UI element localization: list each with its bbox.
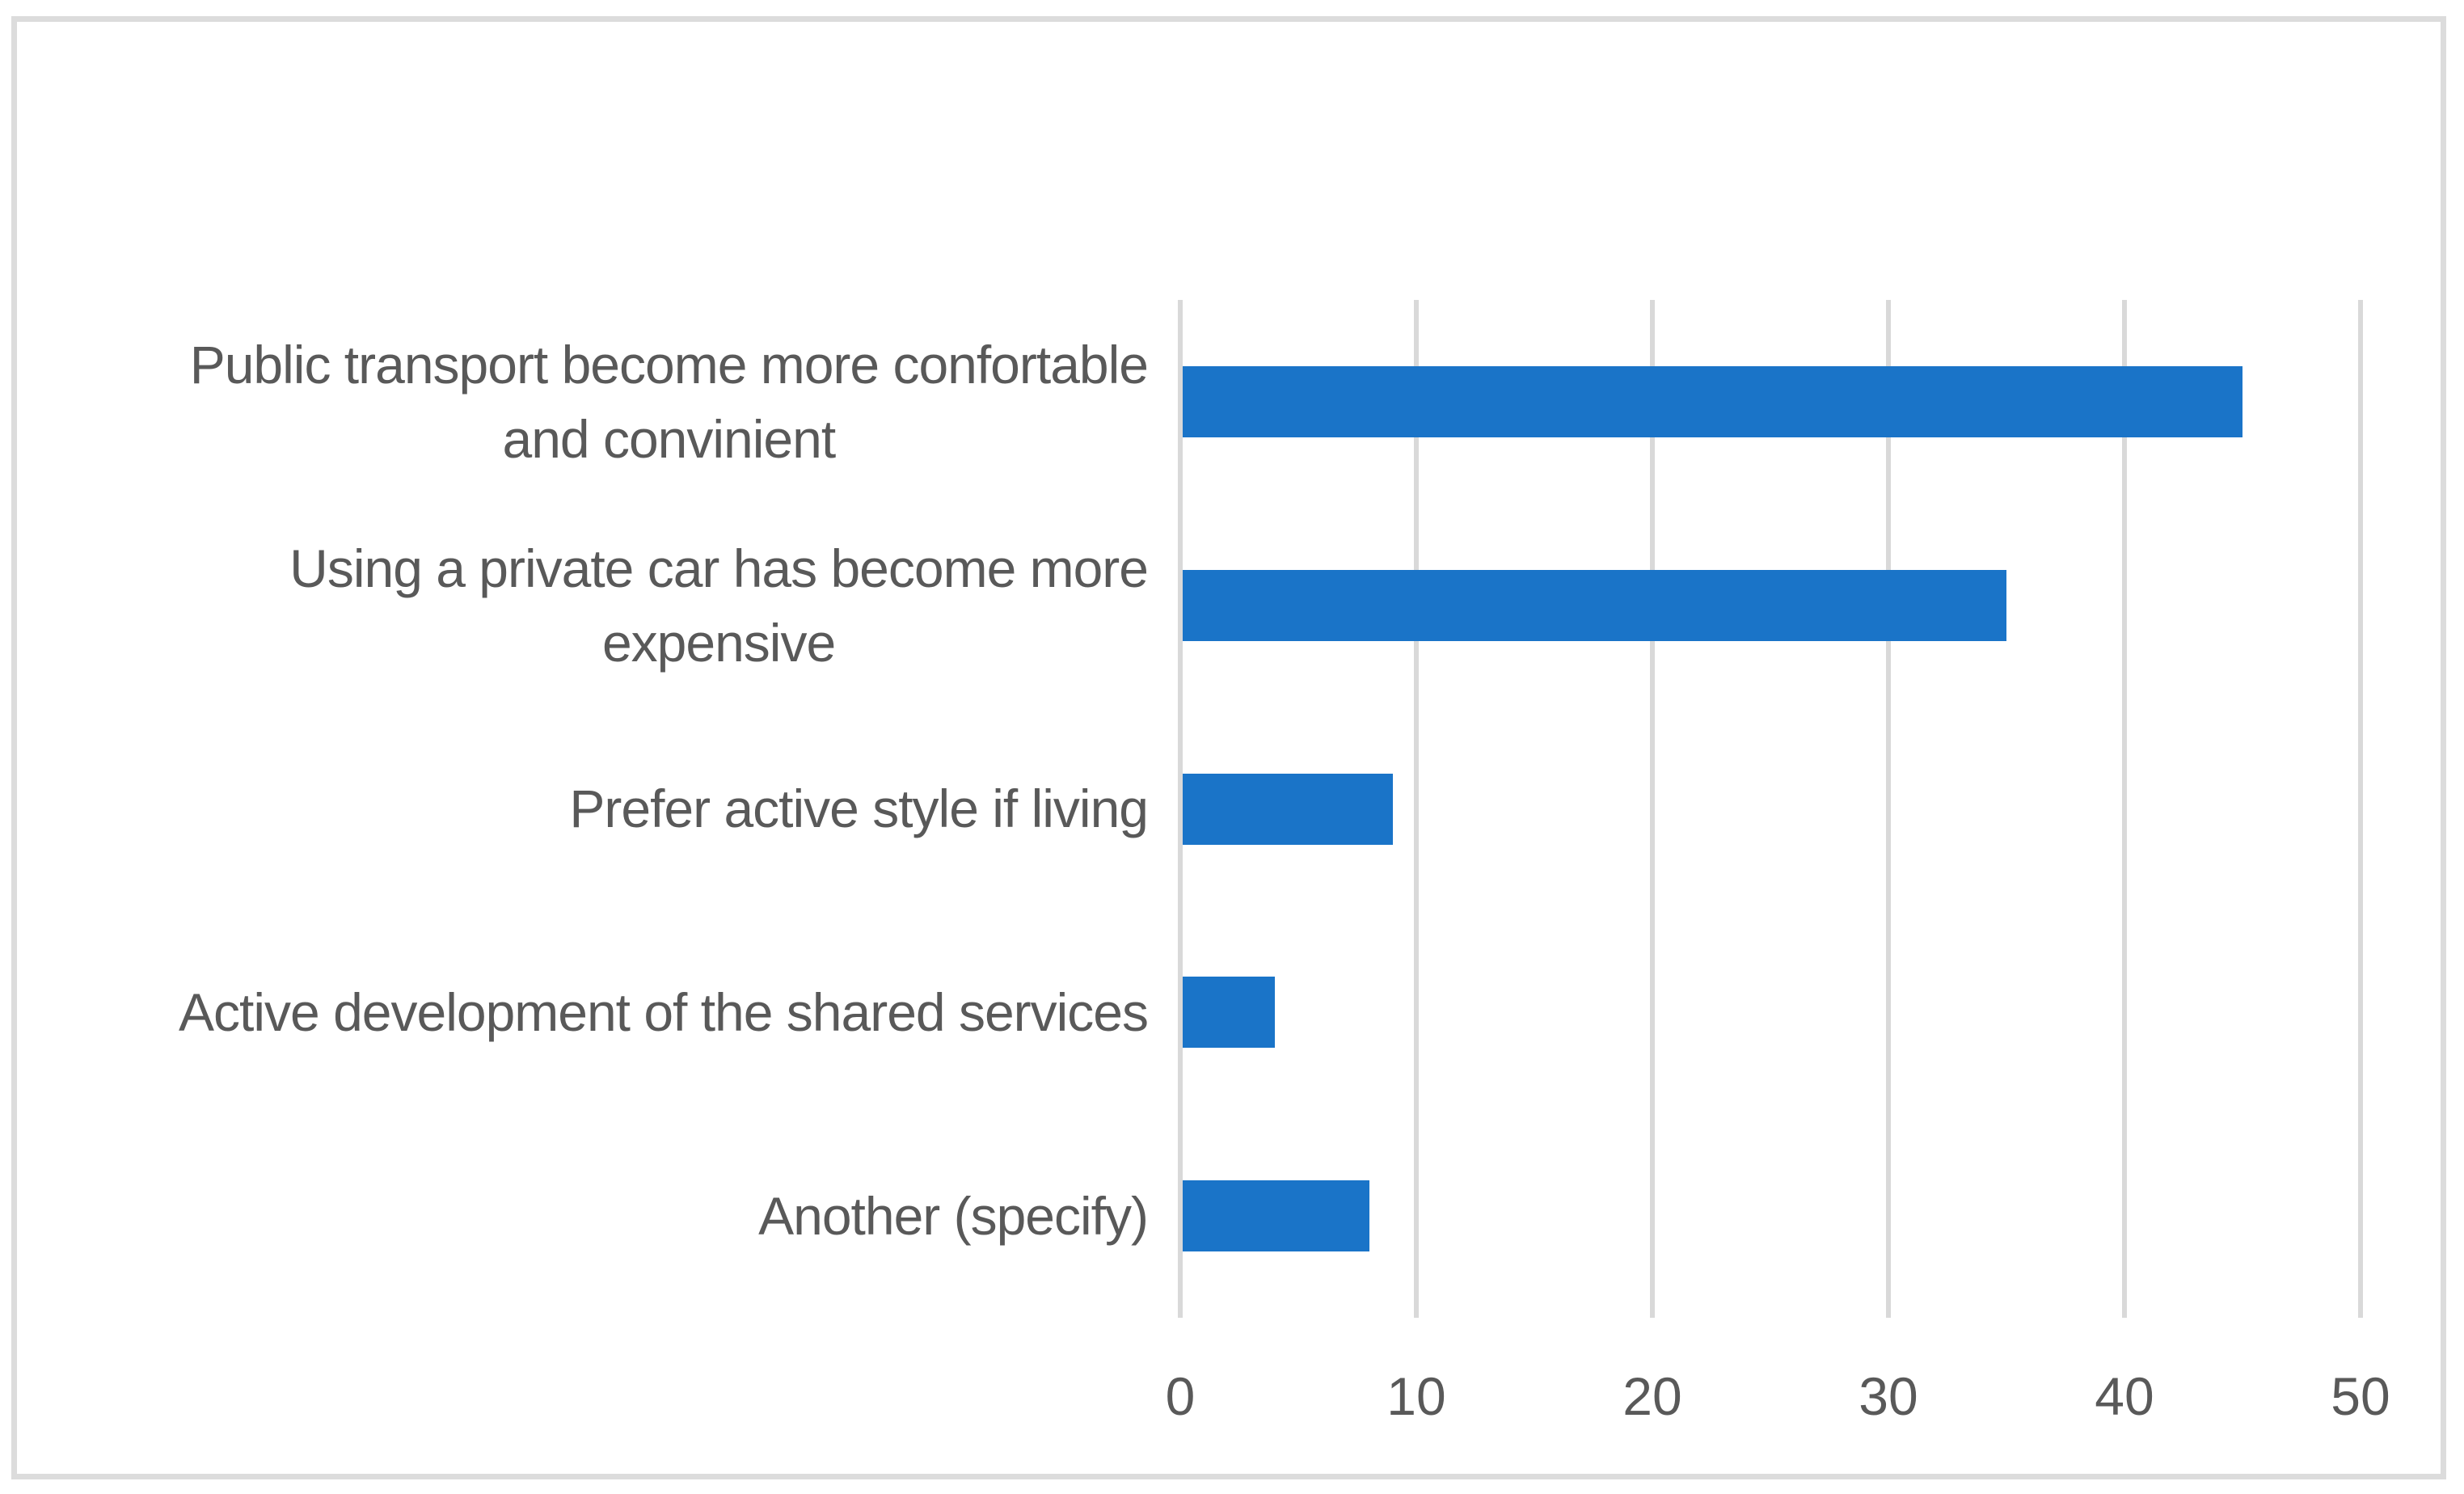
bar <box>1183 365 2242 437</box>
bar <box>1183 1180 1369 1252</box>
x-tick-label: 0 <box>1165 1366 1196 1426</box>
category-label: Another (specify) <box>32 1114 1149 1318</box>
gridline <box>2122 300 2127 1318</box>
x-tick-label: 10 <box>1386 1366 1446 1426</box>
gridline <box>1414 300 1419 1318</box>
x-tick-label: 20 <box>1622 1366 1682 1426</box>
category-label-text: Public transport become more confortable… <box>189 334 1149 469</box>
category-label: Active development of the shared service… <box>32 910 1149 1114</box>
bar <box>1183 977 1275 1049</box>
gridline <box>1886 300 1891 1318</box>
category-label: Public transport become more confortable… <box>32 300 1149 504</box>
x-tick-label: 50 <box>2331 1366 2390 1426</box>
x-tick-label: 40 <box>2095 1366 2154 1426</box>
bar <box>1183 569 2006 641</box>
category-label-text: Active development of the shared service… <box>179 982 1149 1043</box>
category-label: Using a private car has become more expe… <box>32 504 1149 707</box>
category-label-text: Another (specify) <box>758 1186 1149 1247</box>
category-label-text: Prefer active style if living <box>569 779 1149 839</box>
category-label-text: Using a private car has become more expe… <box>289 538 1149 673</box>
x-tick-label: 30 <box>1859 1366 1918 1426</box>
gridline <box>1650 300 1655 1318</box>
bar <box>1183 773 1393 845</box>
category-label: Prefer active style if living <box>32 707 1149 911</box>
gridline <box>2358 300 2363 1318</box>
gridline <box>1178 300 1183 1318</box>
